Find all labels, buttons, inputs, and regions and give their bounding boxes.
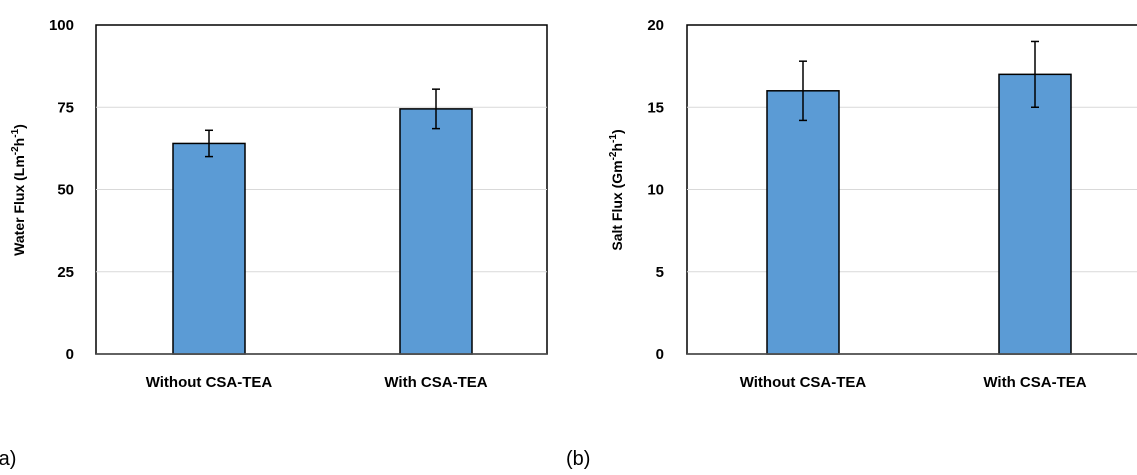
error-bar bbox=[1031, 40, 1039, 108]
error-bar bbox=[799, 60, 807, 122]
error-bar bbox=[432, 88, 440, 130]
panel-label: (b) bbox=[566, 448, 590, 470]
y-axis-label: Water Flux (Lm-2h-1) bbox=[10, 124, 27, 256]
y-tick-label: 50 bbox=[57, 182, 74, 199]
bar bbox=[766, 90, 840, 355]
y-axis-label: Salt Flux (Gm-2h-1) bbox=[608, 129, 625, 250]
bars bbox=[172, 108, 473, 355]
y-tick-labels: 0 25 50 75 100 bbox=[49, 17, 74, 363]
panel-label: (a) bbox=[0, 448, 16, 470]
x-category-label: With CSA-TEA bbox=[384, 374, 487, 391]
y-tick-label: 75 bbox=[57, 99, 74, 116]
chart-panel-b: 0 5 10 15 20 Without CSA-TEA With CSA-TEA Sal… bbox=[566, 17, 1137, 470]
error-bars bbox=[205, 88, 440, 158]
gridlines bbox=[96, 106, 547, 273]
bar bbox=[172, 142, 246, 355]
bar bbox=[399, 108, 473, 355]
x-category-labels: Without CSA-TEA With CSA-TEA bbox=[740, 374, 1087, 391]
bar bbox=[998, 73, 1072, 355]
y-tick-label: 5 bbox=[656, 264, 664, 281]
x-category-label: Without CSA-TEA bbox=[146, 374, 273, 391]
error-bar bbox=[205, 129, 213, 158]
chart-panel-a: 0 25 50 75 100 Without CSA-TEA With CSA-TEA W… bbox=[0, 17, 548, 470]
x-category-labels: Without CSA-TEA With CSA-TEA bbox=[146, 374, 488, 391]
y-tick-label: 0 bbox=[656, 346, 664, 363]
y-tick-label: 15 bbox=[647, 99, 664, 116]
y-tick-labels: 0 5 10 15 20 bbox=[647, 17, 664, 363]
x-category-label: Without CSA-TEA bbox=[740, 374, 867, 391]
error-bars bbox=[799, 40, 1039, 122]
y-tick-label: 0 bbox=[66, 346, 74, 363]
bars bbox=[766, 73, 1072, 355]
y-tick-label: 25 bbox=[57, 264, 74, 281]
x-category-label: With CSA-TEA bbox=[983, 374, 1086, 391]
y-tick-label: 100 bbox=[49, 17, 74, 34]
y-tick-label: 20 bbox=[647, 17, 664, 34]
y-tick-label: 10 bbox=[647, 182, 664, 199]
